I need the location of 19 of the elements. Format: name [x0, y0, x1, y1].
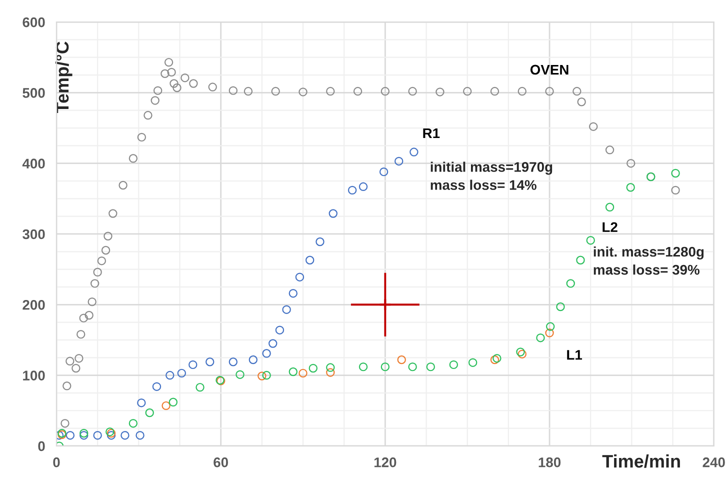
- y-tick-label: 500: [22, 88, 45, 98]
- y-tick-label: 0: [38, 441, 45, 452]
- series-label: R1: [423, 128, 440, 138]
- series-label: OVEN: [530, 64, 568, 75]
- y-tick-label: 300: [22, 229, 45, 240]
- x-tick-label: 60: [214, 457, 228, 468]
- y-tick-label: 400: [22, 158, 45, 169]
- y-tick-label: 600: [22, 17, 45, 28]
- series-label: L1: [567, 350, 582, 360]
- y-tick-label: 200: [22, 300, 45, 310]
- annotation: init. mass=1280g mass loss= 39%: [594, 246, 704, 275]
- x-tick-label: 240: [702, 457, 725, 468]
- y-tick-label: 100: [23, 370, 45, 380]
- series-label: L2: [602, 222, 618, 232]
- x-tick-label: 120: [374, 457, 396, 468]
- x-tick-label: 0: [53, 457, 60, 468]
- annotation: initial mass=1970g mass loss= 14%: [430, 162, 552, 190]
- x-axis-title: Time/min: [602, 454, 680, 468]
- x-tick-label: 180: [538, 457, 561, 468]
